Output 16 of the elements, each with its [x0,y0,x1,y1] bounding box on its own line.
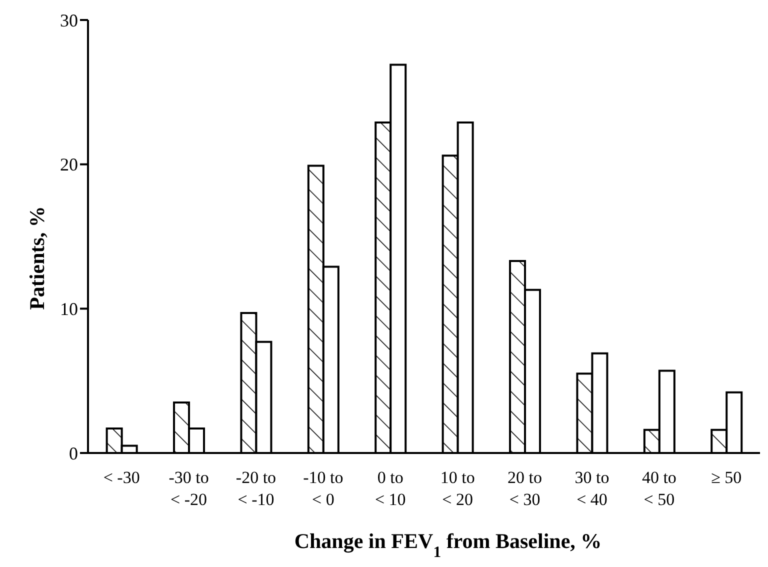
y-axis-title: Patients, % [25,206,49,310]
x-tick-label: 10 to < 20 [440,468,475,509]
x-axis-title: Change in FEV$_{1}$ from Baseline, % [294,529,602,560]
y-tick-label: 20 [60,154,78,175]
x-tick-label: ≥ 50 [711,468,742,487]
x-tick-label: 0 to < 10 [374,468,406,509]
x-tick-label: -20 to < -10 [236,468,276,509]
y-tick-label: 30 [60,10,78,30]
x-tick-label: 40 to < 50 [642,468,676,509]
x-tick-label: < -30 [103,468,140,487]
x-tick-label: 30 to < 40 [574,468,610,509]
x-tick-label: 20 to < 30 [508,468,542,509]
x-tick-label: -10 to < 0 [303,468,344,509]
x-tick-label: -30 to < -20 [168,468,209,509]
y-tick-label: 10 [60,299,78,320]
y-tick-label: 0 [69,443,78,464]
